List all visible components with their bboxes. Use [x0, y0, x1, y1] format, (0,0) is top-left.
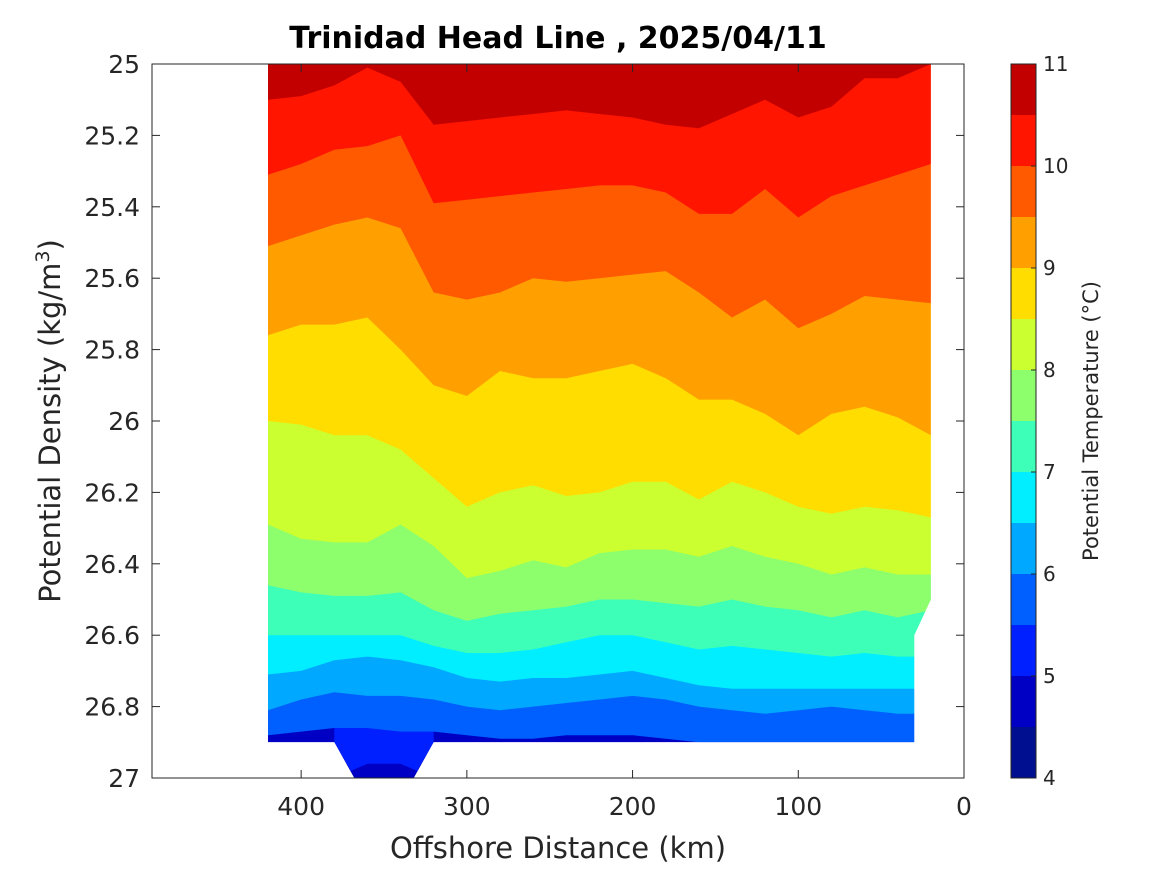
x-tick-label: 300 — [443, 792, 491, 821]
contour-band-10_5 — [268, 64, 931, 129]
colorbar-tick-label: 8 — [1043, 358, 1056, 382]
colorbar-swatch — [1011, 217, 1036, 268]
y-tick-label: 26.4 — [84, 550, 140, 579]
colorbar-swatch — [1011, 64, 1036, 115]
y-tick-label: 25.6 — [84, 264, 140, 293]
colorbar-swatch — [1011, 574, 1036, 625]
colorbar-tick-label: 10 — [1043, 154, 1068, 178]
x-tick-label: 0 — [956, 792, 972, 821]
y-tick-label: 26.8 — [84, 693, 140, 722]
colorbar-swatch — [1011, 268, 1036, 319]
y-axis-label-superscript: 3 — [32, 250, 54, 262]
x-axis-label: Offshore Distance (km) — [390, 831, 726, 865]
no-data-mask — [152, 64, 964, 778]
colorbar-tick-label: 11 — [1043, 52, 1068, 76]
colorbar-swatch — [1011, 676, 1036, 727]
colorbar-frame — [1010, 63, 1037, 779]
x-tick-label: 400 — [277, 792, 325, 821]
y-tick-label: 25 — [108, 50, 140, 79]
y-tick-label: 25.4 — [84, 193, 140, 222]
chart-title: Trinidad Head Line , 2025/04/11 — [289, 21, 826, 56]
x-tick-label: 100 — [774, 792, 822, 821]
colorbar-tick-label: 5 — [1043, 664, 1056, 688]
colorbar-tick-label: 7 — [1043, 460, 1056, 484]
colorbar-swatch — [1011, 319, 1036, 370]
colorbar-tick-label: 4 — [1043, 766, 1056, 790]
y-axis-label-close: ) — [33, 239, 67, 250]
y-tick-label: 26.6 — [84, 621, 140, 650]
y-tick-label: 27 — [108, 764, 140, 793]
colorbar: 4 5 6 7 8 9 10 11 Potential Temperature (°C) — [1010, 52, 1103, 790]
plot-area: 400 300 200 100 0 25 25.2 25.4 25.6 25.8 26 26.2 26… — [84, 50, 972, 821]
colorbar-swatch — [1011, 370, 1036, 421]
colorbar-tick-label: 9 — [1043, 256, 1056, 280]
y-tick-label: 25.8 — [84, 336, 140, 365]
y-tick-label: 25.2 — [84, 121, 140, 150]
colorbar-swatch — [1011, 727, 1036, 778]
x-tick-label: 200 — [609, 792, 657, 821]
colorbar-swatch — [1011, 523, 1036, 574]
colorbar-swatch — [1011, 625, 1036, 676]
colorbar-label: Potential Temperature (°C) — [1079, 281, 1103, 561]
colorbar-swatch — [1011, 421, 1036, 472]
y-axis-label-main: Potential Density (kg/m — [33, 263, 67, 603]
colorbar-tick-label: 6 — [1043, 562, 1056, 586]
y-tick-label: 26.2 — [84, 478, 140, 507]
colorbar-swatch — [1011, 166, 1036, 217]
y-tick-label: 26 — [108, 407, 140, 436]
y-axis-label: Potential Density (kg/m3) — [32, 239, 67, 603]
colorbar-swatch — [1011, 472, 1036, 523]
colorbar-swatch — [1011, 115, 1036, 166]
